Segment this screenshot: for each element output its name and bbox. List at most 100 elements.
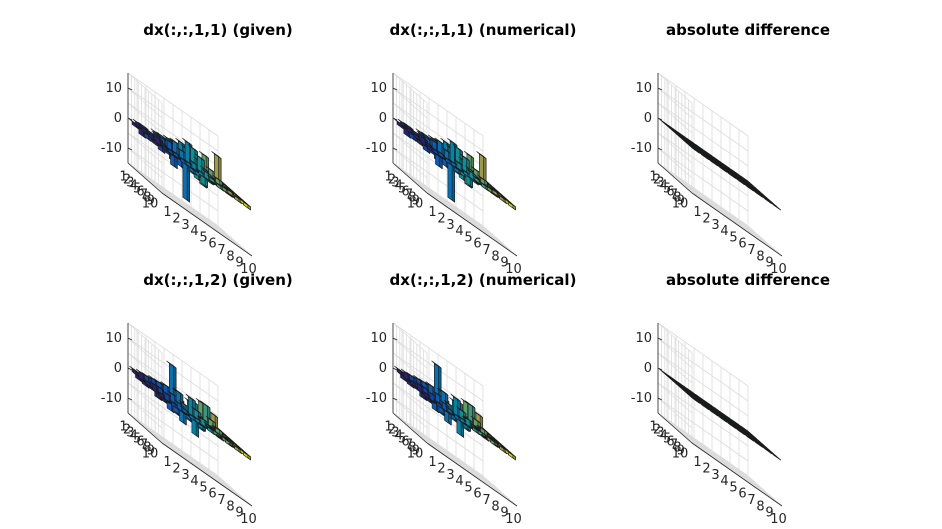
x-tick-label: 9 [765,256,773,271]
bars [394,118,516,211]
x-tick-label: 10 [770,512,787,527]
z-tick-label: 0 [644,361,652,376]
y-tick-label: 10 [407,197,424,212]
x-tick-label: 6 [473,237,481,252]
x-tick-label: 3 [446,468,454,483]
subplot-5: dx(:,:,1,2) (numerical)100-1012345678910… [366,271,577,527]
z-tick-label: -10 [366,391,387,406]
y-tick-label: 3 [391,426,399,441]
x-tick-label: 8 [756,249,764,264]
x-tick-label: 9 [500,506,508,521]
bar [743,183,754,192]
x-tick-label: 6 [208,487,216,502]
x-tick-label: 4 [455,474,463,489]
bar [752,439,763,448]
x-tick-label: 3 [181,468,189,483]
y-tick-label: 3 [391,176,399,191]
bars [394,360,516,461]
z-tick-label: 0 [114,111,122,126]
x-tick-label: 1 [693,205,701,220]
z-tick-label: 0 [379,361,387,376]
bar [716,164,727,173]
y-tick-label: 5 [133,432,141,447]
x-tick-label: 3 [711,468,719,483]
subplot-title: dx(:,:,1,2) (given) [143,271,293,289]
y-tick-label: 4 [395,429,403,444]
x-tick-label: 6 [738,237,746,252]
bar [469,177,480,185]
bars [659,368,781,461]
subplot-title: dx(:,:,1,1) (given) [143,21,293,39]
x-tick-label: 1 [428,455,436,470]
y-tick-label: 5 [663,432,671,447]
z-tick-label: -10 [631,391,652,406]
y-tick-label: 1 [119,170,127,185]
y-tick-label: 7 [140,188,148,203]
y-tick-label: 8 [143,191,151,206]
y-tick-label: 10 [672,447,689,462]
y-tick-label: 4 [660,429,668,444]
x-tick-label: 5 [199,230,207,245]
x-tick-label: 3 [181,218,189,233]
bar [487,189,498,198]
x-tick-label: 1 [428,205,436,220]
y-tick-label: 8 [143,441,151,456]
y-tick-label: 1 [384,170,392,185]
bar [761,446,772,454]
y-tick-label: 2 [653,423,661,438]
bar [505,199,516,211]
y-tick-label: 9 [412,194,420,209]
x-tick-label: 7 [482,493,490,508]
y-tick-label: 9 [147,194,155,209]
bar [213,433,224,442]
y-tick-label: 5 [133,182,141,197]
subplot-2: dx(:,:,1,1) (numerical)100-1012345678910… [366,21,577,277]
y-tick-label: 8 [673,191,681,206]
x-tick-label: 8 [226,249,234,264]
y-tick-label: 3 [656,426,664,441]
bars [129,360,251,461]
x-tick-label: 7 [747,243,755,258]
y-tick-label: 10 [407,447,424,462]
bar [240,449,251,461]
y-tick-label: 5 [398,182,406,197]
bar [484,183,495,195]
y-tick-label: 4 [130,429,138,444]
bar [478,433,489,442]
y-tick-label: 3 [126,426,134,441]
bar [698,402,709,410]
x-tick-label: 4 [720,474,728,489]
y-tick-label: 7 [405,188,413,203]
x-tick-label: 2 [437,461,445,476]
x-tick-label: 4 [720,224,728,239]
bar [689,145,700,154]
y-tick-label: 2 [388,173,396,188]
y-tick-label: 7 [140,438,148,453]
z-tick-label: -10 [101,141,122,156]
x-tick-label: 2 [172,211,180,226]
bar [707,158,718,167]
y-tick-label: 1 [649,170,657,185]
y-tick-label: 1 [649,420,657,435]
x-tick-label: 5 [729,230,737,245]
z-tick-label: 10 [370,81,387,96]
y-tick-label: 7 [670,188,678,203]
bar [716,414,727,423]
y-tick-label: 1 [384,420,392,435]
bar [689,395,700,404]
x-tick-label: 8 [226,499,234,514]
y-tick-label: 6 [401,185,409,200]
y-tick-label: 4 [660,179,668,194]
z-tick-label: -10 [631,141,652,156]
x-tick-label: 6 [473,487,481,502]
subplot-title: dx(:,:,1,1) (numerical) [390,21,577,39]
z-tick-label: 0 [644,111,652,126]
x-tick-label: 3 [711,218,719,233]
x-tick-label: 2 [702,211,710,226]
y-tick-label: 8 [408,191,416,206]
x-tick-label: 5 [464,480,472,495]
y-tick-label: 9 [412,444,420,459]
